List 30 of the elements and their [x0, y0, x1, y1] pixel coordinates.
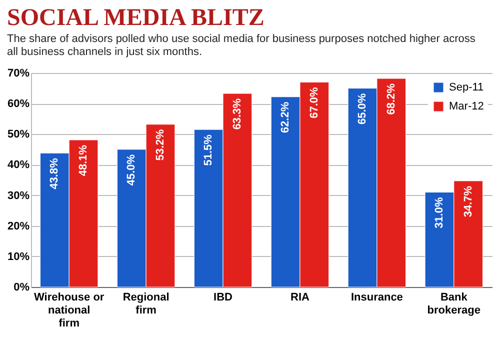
- data-label: 45.0%: [126, 154, 138, 186]
- data-label: 34.7%: [462, 186, 474, 218]
- legend-label: Mar-12: [449, 100, 484, 112]
- data-label: 53.2%: [154, 129, 166, 161]
- y-tick-label: 50%: [7, 128, 30, 141]
- data-label: 63.3%: [231, 98, 244, 130]
- data-label: 65.0%: [356, 93, 369, 124]
- data-label: 31.0%: [433, 197, 446, 228]
- chart-subtitle: The share of advisors polled who use social media for business purposes notched higher across all business channels in just six months.: [6, 33, 476, 58]
- y-tick-label: 30%: [7, 190, 30, 202]
- x-tick-label: Insurance: [350, 292, 403, 304]
- data-label: 51.5%: [202, 134, 215, 166]
- x-tick-label: RIA: [290, 292, 310, 304]
- y-tick-label: 70%: [7, 68, 30, 80]
- x-tick-label: Regional firm: [122, 292, 170, 316]
- data-label: 67.0%: [308, 86, 320, 118]
- data-label: 68.2%: [385, 83, 398, 115]
- data-label: 62.2%: [280, 102, 292, 134]
- y-tick-label: 60%: [7, 98, 30, 110]
- legend-label: Sep-11: [449, 82, 484, 94]
- y-tick-label: 10%: [7, 250, 30, 263]
- y-tick-label: 20%: [7, 220, 30, 232]
- x-tick-label: Bank brokerage: [427, 292, 481, 316]
- chart-title: SOCIAL MEDIA BLITZ: [6, 5, 264, 31]
- x-tick-label: IBD: [214, 292, 233, 304]
- y-tick-label: 40%: [7, 159, 30, 172]
- data-label: 48.1%: [78, 144, 90, 176]
- x-tick-label: Wirehouse or national firm: [34, 292, 105, 330]
- y-tick-label: 0%: [14, 282, 30, 294]
- data-label: 43.8%: [48, 158, 61, 190]
